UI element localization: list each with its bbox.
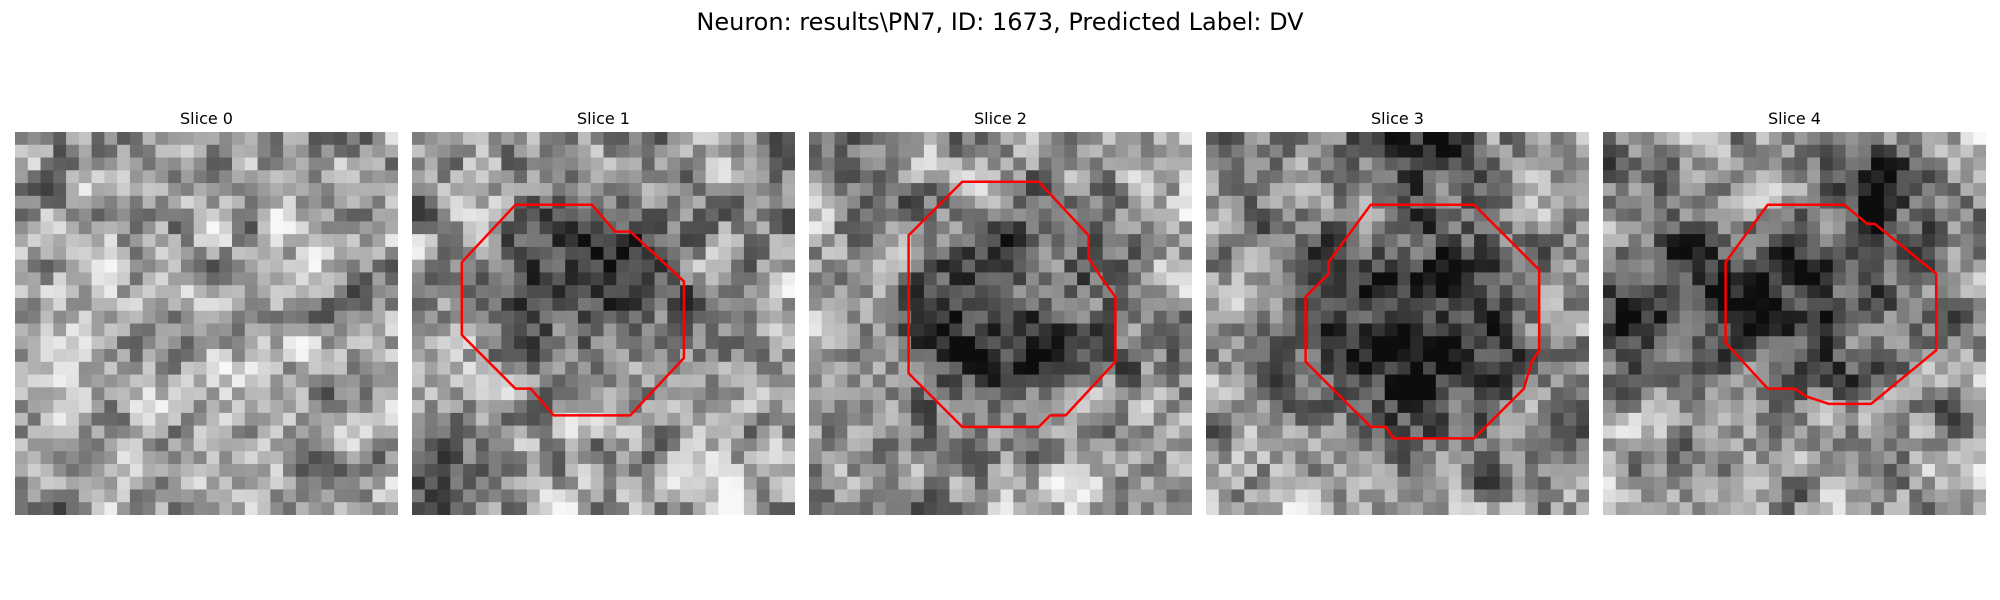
pixel-grid <box>809 132 1192 515</box>
slice-title: Slice 0 <box>180 109 233 128</box>
slice-panel-4: Slice 4 <box>1603 108 1986 515</box>
pixel-grid <box>15 132 398 515</box>
slice-panel-1: Slice 1 <box>412 108 795 515</box>
slice-title: Slice 1 <box>577 109 630 128</box>
slice-panel-0: Slice 0 <box>15 108 398 515</box>
slice-panel-3: Slice 3 <box>1206 108 1589 515</box>
slice-image <box>1206 132 1589 515</box>
cell-contour <box>460 203 686 417</box>
figure-title: Neuron: results\PN7, ID: 1673, Predicted… <box>696 8 1304 36</box>
slice-title: Slice 2 <box>974 109 1027 128</box>
cell-contour <box>1304 203 1541 440</box>
slice-title: Slice 4 <box>1768 109 1821 128</box>
pixel-grid <box>412 132 795 515</box>
cell-contour <box>907 180 1117 429</box>
slice-image <box>809 132 1192 515</box>
slice-image <box>1603 132 1986 515</box>
pixel-grid <box>1603 132 1986 515</box>
slice-title: Slice 3 <box>1371 109 1424 128</box>
slice-panel-2: Slice 2 <box>809 108 1192 515</box>
cell-contour <box>1724 203 1938 406</box>
slice-image <box>412 132 795 515</box>
slice-image <box>15 132 398 515</box>
pixel-grid <box>1206 132 1589 515</box>
